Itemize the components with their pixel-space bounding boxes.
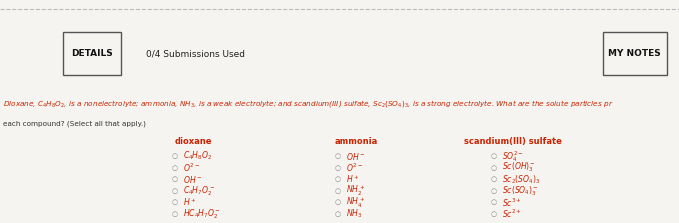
Text: ○: ○ [334,211,341,217]
Text: ○: ○ [490,153,497,159]
Text: ○: ○ [171,153,178,159]
Text: $H^+$: $H^+$ [346,173,360,185]
Text: $O^{2-}$: $O^{2-}$ [346,161,363,174]
Text: ○: ○ [334,188,341,194]
Text: $NH_3$: $NH_3$ [346,208,363,220]
Text: each compound? (Select all that apply.): each compound? (Select all that apply.) [3,120,146,127]
Text: $Sc(SO_4)_3^-$: $Sc(SO_4)_3^-$ [502,184,539,198]
Text: DETAILS: DETAILS [71,49,113,58]
Text: $SO_4^{2-}$: $SO_4^{2-}$ [502,149,524,163]
Text: ○: ○ [171,188,178,194]
Text: $OH^-$: $OH^-$ [346,151,366,162]
Text: $Sc^{3+}$: $Sc^{3+}$ [502,196,522,209]
Text: $O^{2-}$: $O^{2-}$ [183,161,200,174]
Text: dioxane: dioxane [175,137,213,146]
Text: ○: ○ [490,165,497,171]
Text: ○: ○ [490,211,497,217]
Text: ○: ○ [490,188,497,194]
Text: ○: ○ [171,176,178,182]
Text: $Sc^{2+}$: $Sc^{2+}$ [502,208,522,220]
Text: ○: ○ [171,211,178,217]
Text: ○: ○ [490,200,497,205]
Text: ○: ○ [171,200,178,205]
Text: $H^+$: $H^+$ [183,197,197,208]
Text: ○: ○ [171,165,178,171]
FancyBboxPatch shape [603,32,667,75]
Text: ○: ○ [334,165,341,171]
Text: $HC_4H_7O_2^-$: $HC_4H_7O_2^-$ [183,207,221,221]
Text: ammonia: ammonia [335,137,378,146]
Text: $Sc(OH)_3^-$: $Sc(OH)_3^-$ [502,161,536,174]
Text: scandium(III) sulfate: scandium(III) sulfate [464,137,562,146]
Text: 0/4 Submissions Used: 0/4 Submissions Used [146,49,245,58]
Text: ○: ○ [334,153,341,159]
Text: ○: ○ [490,176,497,182]
FancyBboxPatch shape [62,32,121,75]
Text: $Sc_2(SO_4)_3$: $Sc_2(SO_4)_3$ [502,173,540,186]
Text: Dioxane, $C_4H_8O_2$, is a nonelectrolyte; ammonia, $NH_3$, is a weak electrolyt: Dioxane, $C_4H_8O_2$, is a nonelectrolyt… [3,98,614,109]
Text: $NH_4^+$: $NH_4^+$ [346,195,365,210]
Text: $NH_2^+$: $NH_2^+$ [346,184,365,198]
Text: $OH^-$: $OH^-$ [183,174,203,185]
Text: ○: ○ [334,200,341,205]
Text: $C_4H_7O_2^-$: $C_4H_7O_2^-$ [183,184,215,198]
Text: MY NOTES: MY NOTES [608,49,661,58]
Text: $C_4H_8O_2$: $C_4H_8O_2$ [183,150,213,162]
Text: ○: ○ [334,176,341,182]
